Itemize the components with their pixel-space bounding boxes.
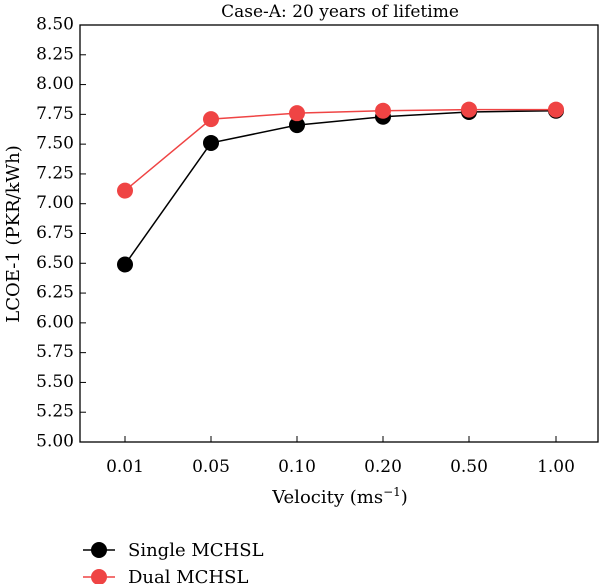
data-point-1-2	[289, 105, 305, 122]
data-point-1-3	[375, 102, 391, 119]
y-tick-label: 8.25	[36, 44, 74, 64]
x-axis-title-close: )	[401, 487, 408, 508]
chart-title: Case-A: 20 years of lifetime	[221, 2, 459, 22]
y-tick-label: 5.75	[36, 342, 74, 362]
y-tick-label: 7.75	[36, 104, 74, 124]
x-axis-title-main: Velocity (ms	[271, 487, 383, 508]
data-point-1-0	[117, 182, 133, 199]
legend-entry-single: Single MCHSL	[83, 540, 264, 561]
legend-label-dual: Dual MCHSL	[128, 567, 248, 584]
y-tick-label: 6.00	[36, 312, 74, 332]
series-layer	[117, 101, 564, 273]
y-tick-label: 5.25	[36, 402, 74, 422]
x-tick-label: 0.05	[192, 457, 230, 477]
data-point-0-2	[289, 117, 305, 134]
x-tick-label: 1.00	[537, 457, 575, 477]
y-axis: 5.00 5.25 5.50 5.75 6.00 6.25 6.50 6.75 7.00 7.25…	[36, 15, 86, 452]
y-axis-title: LCOE-1 (PKR/kWh)	[3, 145, 24, 322]
y-tick-label: 7.25	[36, 163, 74, 183]
x-tick-label: 0.01	[106, 457, 144, 477]
y-tick-label: 6.75	[36, 223, 74, 243]
legend-marker-single	[91, 542, 107, 558]
x-axis: 0.01 0.05 0.10 0.20 0.50 1.00	[106, 436, 575, 477]
legend-marker-dual	[91, 569, 107, 584]
plot-frame	[79, 24, 599, 443]
y-tick-label: 6.25	[36, 283, 74, 303]
data-point-1-5	[548, 101, 564, 118]
legend-label-single: Single MCHSL	[128, 540, 264, 561]
data-point-1-1	[203, 111, 219, 128]
legend: Single MCHSL Dual MCHSL	[83, 540, 264, 584]
y-tick-label: 5.50	[36, 372, 74, 392]
y-tick-label: 5.00	[36, 432, 74, 452]
x-tick-label: 0.10	[278, 457, 316, 477]
x-tick-label: 0.20	[364, 457, 402, 477]
x-axis-title: Velocity (ms−1)	[271, 485, 408, 508]
x-tick-label: 0.50	[450, 457, 488, 477]
y-tick-label: 7.00	[36, 193, 74, 213]
x-axis-title-superscript: −1	[383, 485, 401, 499]
data-point-0-0	[117, 256, 133, 273]
series-line-0	[124, 110, 557, 265]
legend-entry-dual: Dual MCHSL	[83, 567, 248, 584]
y-tick-label: 8.50	[36, 15, 74, 35]
y-tick-label: 7.50	[36, 134, 74, 154]
data-point-1-4	[461, 101, 477, 118]
y-tick-label: 6.50	[36, 253, 74, 273]
data-point-0-1	[203, 134, 219, 151]
y-tick-label: 8.00	[36, 74, 74, 94]
series-line-1	[124, 108, 556, 192]
